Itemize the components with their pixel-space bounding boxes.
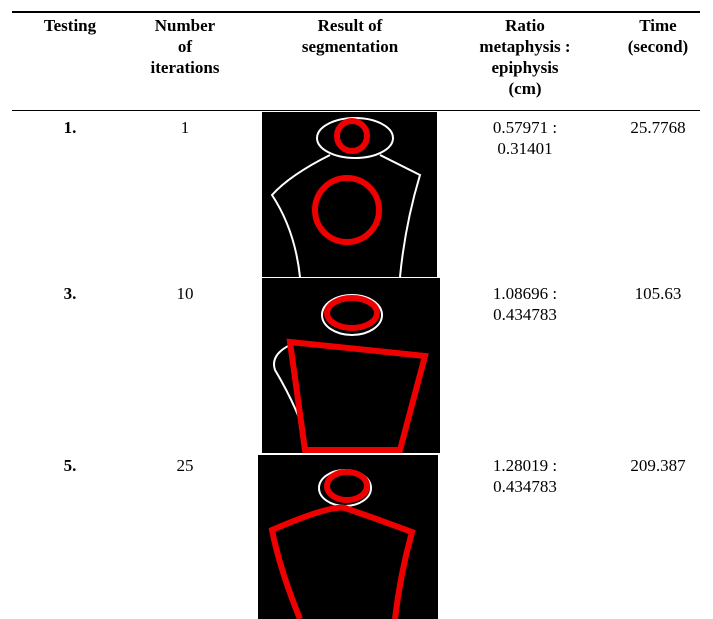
header-cell-line: Ratio <box>460 15 590 36</box>
testing-cell: 5. <box>20 455 120 476</box>
iterations-cell-line: 1 <box>135 117 235 138</box>
header-cell-line: iterations <box>135 57 235 78</box>
header-cell-line: epiphysis <box>460 57 590 78</box>
header-cell-line: (cm) <box>460 78 590 99</box>
iterations-cell: 25 <box>135 455 235 476</box>
header-cell-line: Time <box>608 15 708 36</box>
time-cell-line: 105.63 <box>608 283 708 304</box>
segmentation-image-1 <box>262 112 437 277</box>
page: {"table": { "header": [["Testing"], ["Nu… <box>0 0 713 619</box>
testing-cell-line: 3. <box>20 283 120 304</box>
iterations-cell: 10 <box>135 283 235 304</box>
ratio-cell-line: 1.08696 : <box>460 283 590 304</box>
header-cell-line: Testing <box>20 15 120 36</box>
segmentation-images <box>0 0 713 619</box>
iterations-cell-line: 25 <box>135 455 235 476</box>
ratio-cell: 0.57971 :0.31401 <box>460 117 590 159</box>
ratio-cell: 1.08696 :0.434783 <box>460 283 590 325</box>
ratio-cell-line: 0.434783 <box>460 476 590 497</box>
ratio-cell-line: 1.28019 : <box>460 455 590 476</box>
ratio-cell-line: 0.434783 <box>460 304 590 325</box>
time-cell: 25.7768 <box>608 117 708 138</box>
header-cell-line: of <box>135 36 235 57</box>
ratio-cell: 1.28019 :0.434783 <box>460 455 590 497</box>
testing-cell-line: 1. <box>20 117 120 138</box>
header-cell-line: metaphysis : <box>460 36 590 57</box>
segmentation-image-2 <box>262 278 440 453</box>
header-cell-line: segmentation <box>280 36 420 57</box>
ratio-cell-line: 0.31401 <box>460 138 590 159</box>
testing-cell: 1. <box>20 117 120 138</box>
ratio-cell-line: 0.57971 : <box>460 117 590 138</box>
time-cell: 209.387 <box>608 455 708 476</box>
time-cell: 105.63 <box>608 283 708 304</box>
testing-cell-line: 5. <box>20 455 120 476</box>
header-cell: Time(second) <box>608 15 708 57</box>
iterations-cell: 1 <box>135 117 235 138</box>
header-cell-line: Number <box>135 15 235 36</box>
iterations-cell-line: 10 <box>135 283 235 304</box>
testing-cell: 3. <box>20 283 120 304</box>
header-cell: Testing <box>20 15 120 36</box>
header-cell-line: (second) <box>608 36 708 57</box>
time-cell-line: 209.387 <box>608 455 708 476</box>
time-cell-line: 25.7768 <box>608 117 708 138</box>
segmentation-image-3 <box>258 455 438 619</box>
header-cell-line: Result of <box>280 15 420 36</box>
